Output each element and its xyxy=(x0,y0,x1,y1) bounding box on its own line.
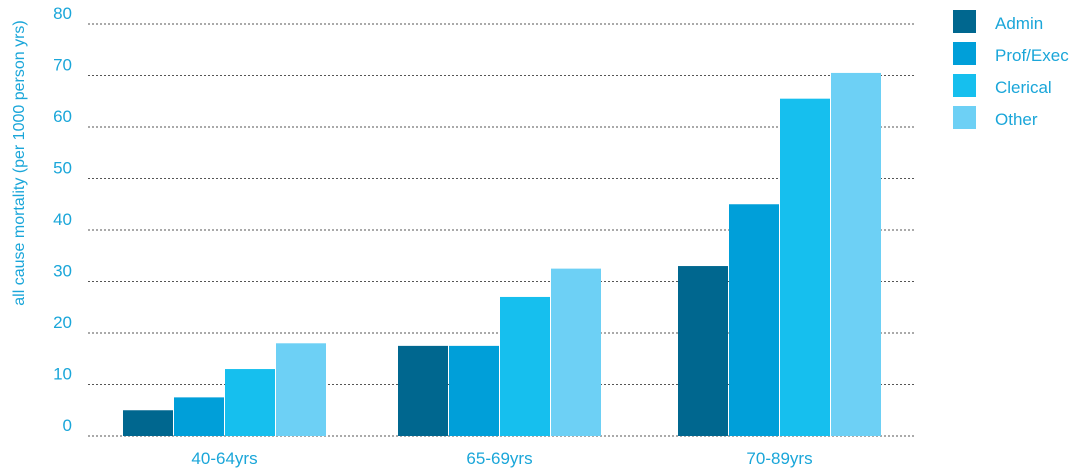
legend-swatch xyxy=(953,106,976,129)
legend-label: Admin xyxy=(995,14,1043,33)
bar-clerical-65-69yrs xyxy=(500,296,550,436)
y-tick-label: 30 xyxy=(53,262,72,281)
x-category-label: 40-64yrs xyxy=(191,449,257,468)
y-axis-label: all cause mortality (per 1000 person yrs… xyxy=(11,20,28,305)
legend-label: Prof/Exec xyxy=(995,46,1069,65)
y-tick-label: 10 xyxy=(53,365,72,384)
y-tick-label: 50 xyxy=(53,159,72,178)
legend-swatch xyxy=(953,74,976,97)
legend-label: Clerical xyxy=(995,78,1052,97)
bar-other-70-89yrs xyxy=(831,72,881,437)
legend-swatch xyxy=(953,42,976,65)
bar-admin-65-69yrs xyxy=(398,345,448,436)
x-axis-categories: 40-64yrs 65-69yrs 70-89yrs xyxy=(191,449,812,468)
y-tick-label: 40 xyxy=(53,210,72,229)
bar-prof-exec-70-89yrs xyxy=(729,204,779,436)
y-tick-label: 70 xyxy=(53,56,72,75)
y-tick-label: 60 xyxy=(53,107,72,126)
bar-clerical-70-89yrs xyxy=(780,98,830,437)
y-tick-label: 0 xyxy=(63,416,72,435)
bar-prof-exec-65-69yrs xyxy=(449,345,499,436)
bar-clerical-40-64yrs xyxy=(225,369,275,436)
y-tick-label: 20 xyxy=(53,313,72,332)
bar-other-40-64yrs xyxy=(276,343,326,436)
legend-label: Other xyxy=(995,110,1038,129)
bars xyxy=(123,72,881,437)
legend: Admin Prof/Exec Clerical Other xyxy=(953,10,1069,129)
y-tick-label: 80 xyxy=(53,4,72,23)
legend-swatch xyxy=(953,10,976,33)
x-category-label: 70-89yrs xyxy=(746,449,812,468)
x-category-label: 65-69yrs xyxy=(466,449,532,468)
bar-admin-40-64yrs xyxy=(123,410,173,436)
bar-admin-70-89yrs xyxy=(678,266,728,436)
bar-other-65-69yrs xyxy=(551,268,601,436)
y-axis-ticks: 0 10 20 30 40 50 60 70 80 xyxy=(53,4,72,435)
bar-prof-exec-40-64yrs xyxy=(174,397,224,436)
